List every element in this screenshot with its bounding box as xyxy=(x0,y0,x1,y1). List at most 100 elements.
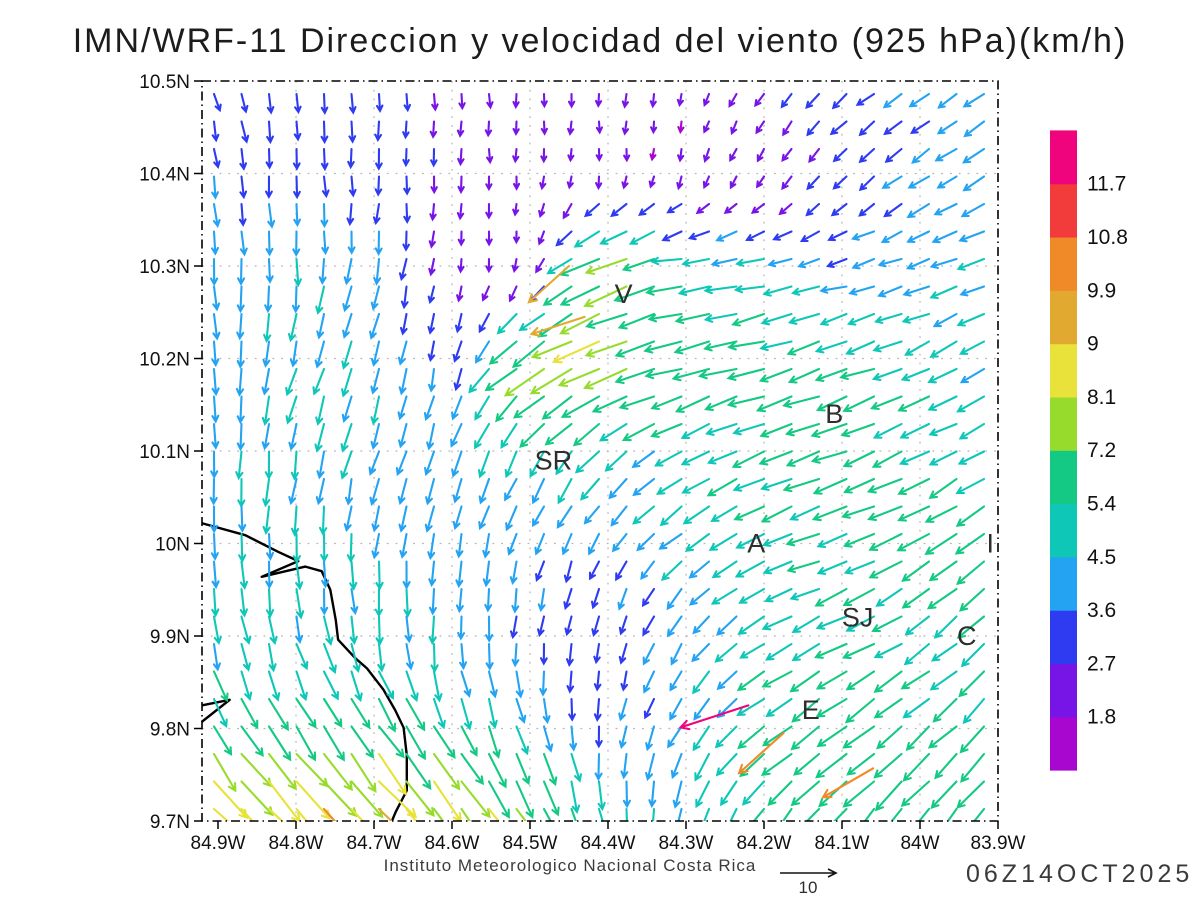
wind-arrow xyxy=(320,532,329,563)
wind-arrow xyxy=(816,725,848,748)
wind-arrow xyxy=(473,422,491,450)
wind-arrow xyxy=(293,257,302,288)
wind-arrow xyxy=(623,147,631,163)
wind-arrow xyxy=(736,670,766,692)
wind-arrow xyxy=(957,450,986,465)
wind-arrow xyxy=(618,697,628,722)
wind-arrow xyxy=(738,587,766,604)
wind-arrow xyxy=(561,532,573,556)
wind-arrow xyxy=(515,807,527,821)
wind-arrow xyxy=(960,752,986,783)
wind-arrow xyxy=(810,450,848,464)
colorbar: 1.8 2.7 3.6 4.5 5.4 7.2 8.1 9 9.9 10.8 11.7 xyxy=(1050,130,1128,771)
wind-arrow xyxy=(265,560,274,590)
wind-arrow xyxy=(261,422,271,451)
wind-arrow xyxy=(715,752,738,777)
wind-arrow xyxy=(236,340,245,369)
wind-arrow xyxy=(876,725,903,750)
wind-arrow xyxy=(688,560,711,579)
wind-arrow xyxy=(314,340,326,369)
wind-arrow xyxy=(814,642,848,659)
wind-arrow xyxy=(851,257,876,270)
wind-arrow xyxy=(956,257,986,271)
y-tick-label: 10.4N xyxy=(139,165,190,186)
wind-arrow xyxy=(348,175,357,198)
wind-arrow xyxy=(485,230,493,247)
wind-arrow xyxy=(833,807,848,821)
wind-arrows xyxy=(209,92,986,821)
wind-arrow xyxy=(515,697,527,724)
wind-arrow xyxy=(960,642,986,668)
wind-arrow xyxy=(928,560,958,582)
wind-arrow xyxy=(884,147,903,163)
wind-arrow xyxy=(705,422,738,436)
wind-arrow xyxy=(566,670,575,694)
wind-arrow xyxy=(632,477,656,497)
wind-arrow xyxy=(760,505,793,523)
wind-arrow xyxy=(924,505,958,523)
wind-arrow xyxy=(810,422,848,438)
wind-arrow xyxy=(349,560,358,591)
wind-arrow xyxy=(403,175,411,196)
wind-arrow xyxy=(883,202,903,218)
wind-arrow xyxy=(874,780,903,812)
wind-arrow xyxy=(669,670,683,692)
wind-arrow xyxy=(314,422,326,453)
wind-arrow xyxy=(559,285,601,306)
wind-arrow xyxy=(845,670,876,691)
y-tick-label: 10.2N xyxy=(139,350,190,371)
colorbar-segment xyxy=(1050,503,1077,558)
wind-arrow xyxy=(349,615,358,645)
wind-arrow xyxy=(695,202,711,215)
wind-arrow xyxy=(450,422,463,448)
wind-arrow xyxy=(370,340,381,367)
wind-arrow xyxy=(875,587,903,607)
wind-arrow xyxy=(917,807,931,821)
wind-arrow xyxy=(728,92,738,108)
wind-arrow xyxy=(211,230,219,256)
wind-arrow xyxy=(350,642,361,674)
wind-arrow xyxy=(873,670,903,693)
wind-arrow xyxy=(212,147,221,170)
wind-arrow xyxy=(929,285,958,300)
wind-arrow xyxy=(455,587,464,614)
wind-arrow xyxy=(295,587,305,620)
wind-arrow xyxy=(758,450,793,466)
wind-arrow xyxy=(618,395,656,410)
wind-arrow xyxy=(322,642,337,675)
wind-arrow xyxy=(708,532,738,551)
wind-arrow xyxy=(906,202,931,219)
wind-arrow xyxy=(781,147,793,163)
wind-arrow xyxy=(478,505,491,531)
wind-arrow xyxy=(240,670,253,702)
wind-arrow xyxy=(315,395,326,426)
wind-arrow xyxy=(460,752,484,786)
wind-arrow xyxy=(530,340,573,360)
wind-arrow xyxy=(621,257,656,272)
wind-arrow xyxy=(375,147,383,171)
wind-arrow xyxy=(457,147,465,167)
wind-arrow xyxy=(755,120,766,135)
wind-arrow xyxy=(211,120,220,143)
wind-arrow xyxy=(638,202,656,217)
wind-arrow xyxy=(511,257,519,274)
wind-arrow xyxy=(877,257,903,268)
wind-arrow xyxy=(599,230,628,245)
wind-arrow xyxy=(869,395,903,411)
wind-arrow xyxy=(210,532,219,561)
station-label: B xyxy=(825,399,843,429)
wind-arrow xyxy=(460,780,491,819)
wind-arrow xyxy=(542,725,554,753)
wind-arrow xyxy=(572,422,601,447)
wind-arrow xyxy=(267,202,276,229)
wind-arrow xyxy=(453,367,463,392)
wind-arrow xyxy=(677,807,683,821)
wind-arrow xyxy=(866,477,903,494)
wind-arrow xyxy=(831,92,848,110)
wind-arrow xyxy=(765,642,793,661)
wind-arrow xyxy=(295,560,304,591)
wind-arrow xyxy=(739,642,766,659)
wind-arrow xyxy=(644,367,683,380)
wind-arrow xyxy=(293,175,301,200)
